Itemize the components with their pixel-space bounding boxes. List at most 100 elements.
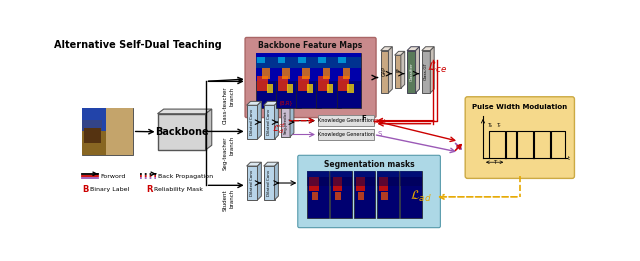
Bar	[298, 57, 305, 63]
Bar	[83, 108, 106, 132]
Bar	[327, 84, 333, 93]
Bar	[395, 55, 401, 88]
Bar	[353, 171, 375, 218]
Text: Seg-predict: Seg-predict	[284, 110, 287, 134]
Polygon shape	[422, 47, 434, 51]
Text: R: R	[147, 185, 153, 194]
Bar	[276, 53, 301, 108]
Polygon shape	[407, 47, 419, 51]
Bar	[316, 57, 341, 68]
Bar	[330, 171, 352, 177]
Bar	[358, 192, 364, 200]
Polygon shape	[246, 162, 261, 166]
Polygon shape	[264, 101, 278, 105]
Text: Class-teacher: Class-teacher	[223, 87, 227, 124]
Polygon shape	[290, 104, 294, 137]
Bar	[377, 171, 399, 177]
Bar	[335, 192, 341, 200]
Bar	[330, 171, 352, 186]
Text: Seg-teacher: Seg-teacher	[223, 136, 227, 170]
Text: $\mathcal{L}_{ad}$: $\mathcal{L}_{ad}$	[410, 189, 432, 204]
Bar	[407, 51, 415, 93]
Bar	[381, 192, 388, 200]
Polygon shape	[281, 104, 294, 108]
Bar	[246, 105, 257, 139]
Bar	[353, 171, 375, 186]
Bar	[312, 192, 318, 200]
Bar	[400, 171, 422, 218]
Bar	[316, 53, 341, 81]
Text: $T_r$: $T_r$	[496, 122, 502, 130]
Text: Backbone: Backbone	[155, 127, 209, 137]
Text: T: T	[493, 160, 496, 165]
Text: Knowledge Generation: Knowledge Generation	[318, 132, 374, 137]
Bar	[377, 171, 399, 186]
Polygon shape	[430, 47, 434, 93]
Bar	[323, 68, 330, 79]
Bar	[278, 76, 289, 91]
Bar	[353, 171, 375, 177]
Text: Dilated Conv: Dilated Conv	[267, 170, 271, 196]
Polygon shape	[388, 47, 392, 93]
Bar	[287, 84, 293, 93]
Bar	[83, 108, 132, 155]
Text: $T_b$: $T_b$	[487, 122, 494, 130]
Text: Classifier: Classifier	[410, 62, 413, 81]
Bar	[338, 57, 346, 63]
Bar	[246, 166, 257, 200]
Text: $\mathcal{L}_{ce}$: $\mathcal{L}_{ce}$	[427, 60, 447, 75]
Bar	[337, 53, 362, 81]
Bar	[83, 132, 106, 155]
Bar	[267, 84, 273, 93]
Bar	[307, 171, 329, 177]
Text: Dilated Conv: Dilated Conv	[250, 109, 254, 135]
Polygon shape	[257, 162, 261, 200]
Bar	[318, 76, 329, 91]
Text: Reliability Mask: Reliability Mask	[154, 187, 204, 192]
Text: Class-GT: Class-GT	[424, 62, 428, 80]
Text: branch: branch	[229, 189, 234, 209]
Bar	[84, 128, 101, 143]
Text: S: S	[378, 132, 382, 138]
Polygon shape	[275, 101, 278, 139]
Bar	[333, 177, 342, 191]
Text: Segmentation masks: Segmentation masks	[324, 160, 414, 169]
Text: Student: Student	[223, 189, 227, 211]
Bar	[309, 177, 319, 191]
Bar	[316, 53, 341, 108]
Bar	[348, 84, 353, 93]
Bar	[256, 53, 281, 108]
Bar	[264, 105, 275, 139]
Bar	[296, 53, 321, 108]
Polygon shape	[401, 51, 404, 88]
Bar	[256, 53, 281, 81]
Text: Forword: Forword	[100, 174, 125, 179]
Bar	[422, 51, 430, 93]
Text: {B,R}: {B,R}	[372, 118, 387, 123]
Text: Dilated Conv: Dilated Conv	[267, 109, 271, 135]
Polygon shape	[415, 47, 419, 93]
Text: F: F	[361, 115, 366, 121]
Bar	[307, 84, 313, 93]
Bar	[337, 57, 362, 68]
Bar	[330, 171, 352, 218]
Polygon shape	[257, 101, 261, 139]
Bar	[281, 108, 290, 137]
Text: Backbone Feature Maps: Backbone Feature Maps	[259, 41, 363, 50]
Bar	[83, 120, 102, 132]
Bar	[343, 68, 351, 79]
Text: $\mathcal{L}_d^{ct}$: $\mathcal{L}_d^{ct}$	[272, 121, 287, 136]
Bar	[264, 166, 275, 200]
Polygon shape	[246, 101, 261, 105]
Bar	[257, 76, 268, 91]
Bar	[338, 76, 349, 91]
Bar	[318, 57, 326, 63]
Bar	[282, 68, 290, 79]
Bar	[337, 53, 362, 108]
Polygon shape	[395, 51, 404, 55]
Bar	[276, 57, 301, 68]
Bar	[262, 68, 270, 79]
Bar	[307, 171, 329, 218]
Text: B: B	[83, 185, 89, 194]
Bar	[276, 53, 301, 81]
